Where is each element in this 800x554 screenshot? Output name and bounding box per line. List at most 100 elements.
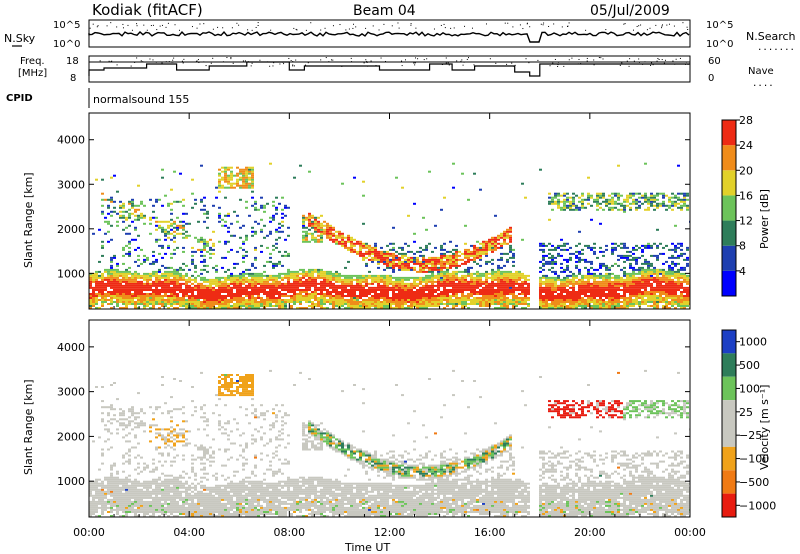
power-cell [572, 280, 575, 283]
power-cell [413, 303, 416, 305]
nave-dot [426, 58, 428, 60]
power-cell [143, 286, 146, 289]
power-cell [497, 284, 500, 287]
power-cell [170, 188, 173, 191]
power-cell [482, 299, 485, 301]
power-cell [632, 198, 635, 201]
power-cell [656, 299, 659, 301]
power-cell [584, 206, 587, 209]
power-cell [209, 256, 212, 259]
power-cell [491, 270, 494, 273]
power-cell [362, 254, 365, 257]
power-cell [245, 301, 248, 303]
power-cell [548, 252, 551, 255]
power-cell [539, 295, 542, 297]
power-cell [302, 270, 305, 273]
power-cell [398, 256, 401, 259]
power-cell [152, 297, 155, 299]
power-cell [116, 268, 119, 271]
power-cell [584, 293, 587, 295]
power-cell [281, 305, 284, 307]
power-cell [611, 252, 614, 255]
power-cell [113, 278, 116, 281]
nave-dot [367, 65, 369, 67]
power-cell [593, 282, 596, 285]
power-cell [548, 282, 551, 285]
nave-dot [320, 59, 322, 61]
power-cell [212, 266, 215, 269]
power-cell [143, 293, 146, 295]
power-cell [401, 256, 404, 259]
power-cell [326, 224, 329, 227]
power-cell [614, 194, 617, 197]
power-cell [488, 286, 491, 289]
power-cell [524, 282, 527, 285]
power-cell [431, 293, 434, 295]
nsearch-dot [106, 25, 108, 27]
power-cell [317, 305, 320, 307]
power-cell [344, 291, 347, 293]
nsearch-dot [352, 27, 354, 29]
power-cell [560, 208, 563, 211]
power-cell [200, 282, 203, 285]
power-cell [269, 232, 272, 235]
power-cell [239, 307, 242, 309]
power-cell [146, 276, 149, 279]
power-cell [203, 260, 206, 263]
power-cell [287, 234, 290, 237]
power-cell [338, 276, 341, 279]
power-cell [383, 293, 386, 295]
power-cell [497, 303, 500, 305]
nave-dot [222, 61, 224, 63]
power-cell [392, 280, 395, 283]
power-cell [662, 297, 665, 299]
power-cell [131, 202, 134, 205]
power-cell [134, 228, 137, 231]
power-cell [92, 274, 95, 277]
power-cell [212, 278, 215, 281]
power-cell [116, 303, 119, 305]
power-cell [638, 204, 641, 207]
power-cell [281, 208, 284, 211]
power-cell [662, 274, 665, 277]
power-cell [143, 295, 146, 297]
power-cell [593, 252, 596, 255]
power-cell [197, 220, 200, 223]
power-cell [437, 256, 440, 259]
power-cell [215, 280, 218, 283]
power-cell [254, 278, 257, 281]
power-cell [629, 206, 632, 209]
power-cell [332, 228, 335, 231]
power-cell [548, 286, 551, 289]
power-cell [473, 280, 476, 283]
power-cell [206, 280, 209, 283]
power-cell [449, 254, 452, 257]
power-cell [431, 258, 434, 261]
power-cell [374, 252, 377, 255]
power-cell [650, 293, 653, 295]
power-cell [497, 276, 500, 279]
power-cell [512, 291, 515, 293]
power-cell [293, 274, 296, 277]
nsearch-dot [450, 27, 452, 29]
power-cell [452, 280, 455, 283]
power-cell [398, 293, 401, 295]
nave-dot [644, 61, 646, 63]
power-cell [614, 262, 617, 265]
power-cell [590, 248, 593, 251]
power-cell [221, 282, 224, 285]
power-cell [203, 246, 206, 249]
power-cell [551, 262, 554, 265]
power-cell [173, 282, 176, 285]
power-cell [155, 260, 158, 263]
power-cell [413, 232, 416, 235]
power-cell [302, 240, 305, 243]
power-cell [98, 260, 101, 263]
power-cell [125, 274, 128, 277]
power-cell [554, 246, 557, 249]
power-cell [446, 272, 449, 275]
power-cell [626, 194, 629, 197]
power-cell [140, 297, 143, 299]
power-cell [389, 282, 392, 285]
power-cell [272, 264, 275, 267]
